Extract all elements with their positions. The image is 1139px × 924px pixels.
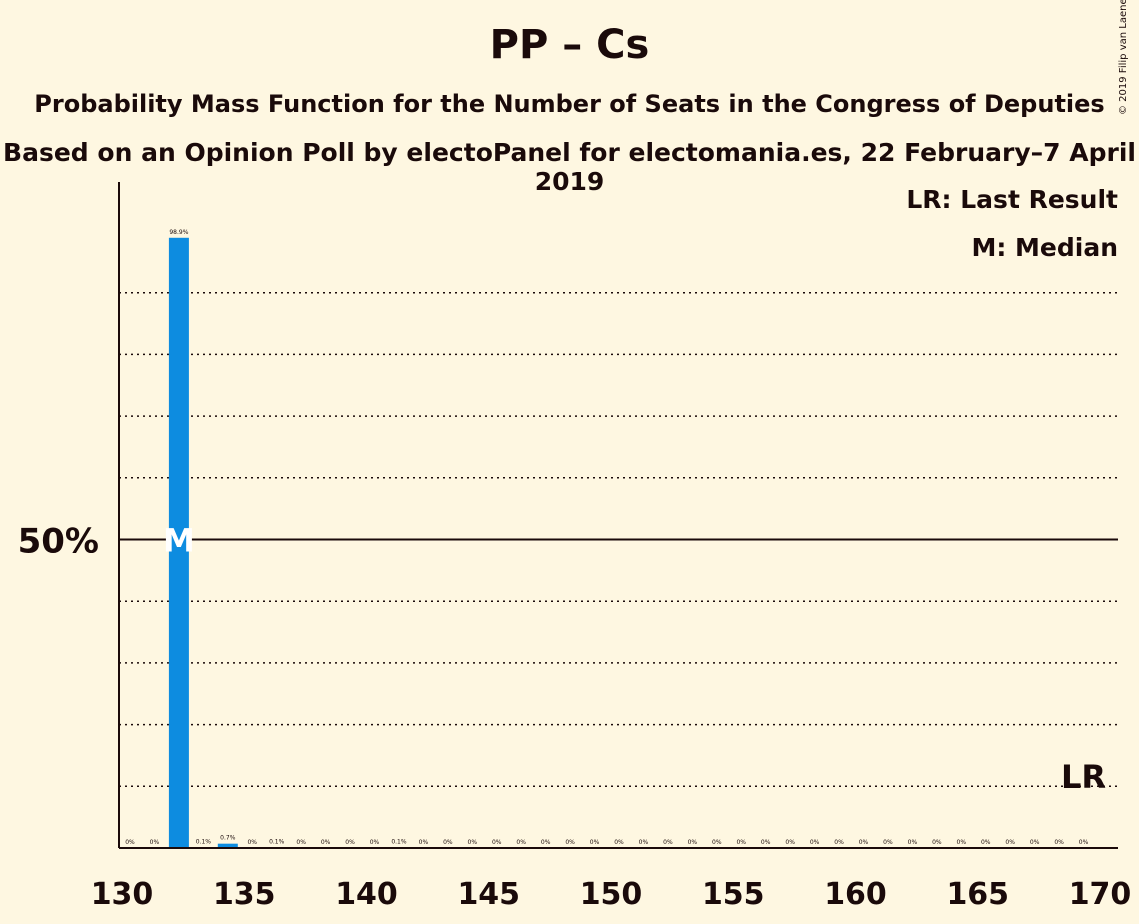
bar-label-143: 0% [443, 839, 453, 846]
bar-label-145: 0% [492, 839, 502, 846]
bar-label-138: 0% [321, 839, 331, 846]
median-marker: M [163, 522, 195, 560]
bar-label-132: 98.9% [169, 229, 188, 236]
bar-label-131: 0% [150, 839, 160, 846]
bar-label-139: 0% [345, 839, 355, 846]
bar-label-158: 0% [810, 839, 820, 846]
bar-label-165: 0% [981, 839, 991, 846]
bar-label-164: 0% [957, 839, 967, 846]
x-tick-label-130: 130 [91, 877, 154, 912]
bar-label-166: 0% [1005, 839, 1015, 846]
x-tick-label-140: 140 [335, 877, 398, 912]
bar-label-161: 0% [883, 839, 893, 846]
bar-label-167: 0% [1030, 839, 1040, 846]
bar-label-155: 0% [736, 839, 746, 846]
x-tick-label-150: 150 [580, 877, 643, 912]
bar-label-151: 0% [639, 839, 649, 846]
bar-132 [168, 237, 189, 849]
y-tick-label: 50% [18, 522, 99, 562]
bar-label-159: 0% [834, 839, 844, 846]
last-result-marker: LR [1061, 758, 1106, 796]
x-tick-label-155: 155 [702, 877, 765, 912]
bar-label-144: 0% [468, 839, 478, 846]
bar-label-152: 0% [663, 839, 673, 846]
bar-label-148: 0% [565, 839, 575, 846]
bar-label-140: 0% [370, 839, 380, 846]
chart-subtitle: Probability Mass Function for the Number… [34, 90, 1105, 118]
bar-label-146: 0% [516, 839, 526, 846]
bar-label-133: 0.1% [196, 838, 212, 845]
bar-label-169: 0% [1079, 839, 1089, 846]
legend-median: M: Median [971, 233, 1118, 262]
chart-source: Based on an Opinion Poll by electoPanel … [3, 138, 1136, 196]
bar-label-142: 0% [419, 839, 429, 846]
bar-label-160: 0% [859, 839, 869, 846]
x-tick-label-160: 160 [824, 877, 887, 912]
bar-label-162: 0% [908, 839, 918, 846]
bar-label-154: 0% [712, 839, 722, 846]
bar-label-153: 0% [688, 839, 698, 846]
bar-label-135: 0% [247, 839, 257, 846]
x-tick-label-145: 145 [457, 877, 520, 912]
bar-label-157: 0% [785, 839, 795, 846]
x-tick-label-135: 135 [213, 877, 276, 912]
bar-label-130: 0% [125, 839, 135, 846]
bar-label-150: 0% [614, 839, 624, 846]
bar-label-136: 0.1% [269, 838, 285, 845]
bar-134 [217, 843, 238, 848]
bar-label-141: 0.1% [391, 838, 407, 845]
bar-label-163: 0% [932, 839, 942, 846]
bar-label-149: 0% [590, 839, 600, 846]
bar-label-156: 0% [761, 839, 771, 846]
bar-label-137: 0% [296, 839, 306, 846]
bar-label-168: 0% [1054, 839, 1064, 846]
bar-label-147: 0% [541, 839, 551, 846]
x-tick-label-170: 170 [1069, 877, 1132, 912]
legend-last-result: LR: Last Result [906, 185, 1118, 214]
x-tick-label-165: 165 [946, 877, 1009, 912]
bar-label-134: 0.7% [220, 835, 236, 842]
chart-title: PP – Cs [489, 22, 650, 68]
